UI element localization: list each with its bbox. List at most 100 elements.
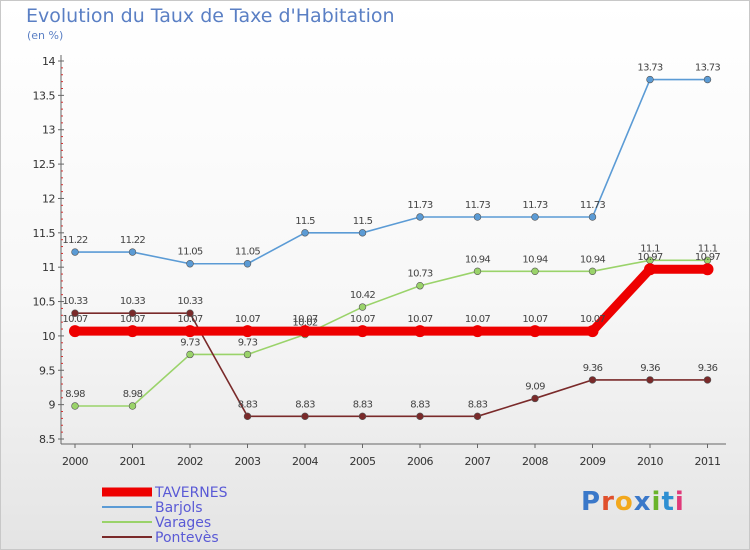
data-point-tavernes [184,325,196,338]
y-tick-label: 11.5 [33,227,56,240]
data-label-varages: 11.1 [640,243,660,254]
data-label-barjols: 11.73 [465,200,490,211]
data-point-pontev-s [703,376,712,384]
data-point-barjols [186,260,194,268]
data-label-pontev-s: 8.83 [410,399,430,410]
data-label-pontev-s: 9.09 [525,381,545,392]
data-label-varages: 9.73 [238,337,258,348]
data-label-pontev-s: 10.33 [120,296,145,307]
legend-label-tavernes: TAVERNES [154,485,228,501]
data-label-varages: 8.98 [123,389,143,400]
data-label-varages: 10.42 [350,290,375,301]
y-tick-label: 12.5 [33,158,56,171]
data-point-barjols [646,75,654,84]
data-point-barjols [473,213,482,221]
data-label-barjols: 13.73 [695,63,720,74]
logo-letter: i [651,487,662,517]
y-tick-label: 11 [42,261,55,274]
y-tick-label: 14 [42,55,55,68]
x-tick-label: 2006 [407,455,433,468]
series-line-tavernes [70,264,712,336]
data-label-pontev-s: 10.33 [177,296,202,307]
series-layer [69,75,714,421]
data-point-pontev-s [358,412,367,421]
data-point-barjols [128,248,137,256]
data-label-barjols: 11.73 [580,200,605,211]
data-label-varages: 8.98 [65,389,85,400]
data-point-barjols [243,260,252,268]
data-point-barjols [358,229,367,237]
data-point-pontev-s [186,309,194,317]
chart-title: Evolution du Taux de Taxe d'Habitation [26,5,395,27]
data-point-tavernes [69,325,81,338]
logo-letter: x [633,487,652,517]
legend-label-barjols: Barjols [155,500,203,516]
axes: 8.5 9 9.5 10 10.5 11 11.5 12 12.5 13 13.5 14 2000 200… [33,55,726,468]
data-label-barjols: 13.73 [637,63,662,74]
data-point-barjols [531,213,539,221]
data-label-barjols: 11.5 [295,216,315,227]
chart-subtitle: (en %) [27,29,64,42]
x-tick-label: 2000 [62,455,88,468]
data-label-tavernes: 10.07 [177,314,202,325]
data-point-pontev-s [301,412,309,421]
y-tick-label: 9.5 [39,364,55,377]
data-label-barjols: 11.05 [177,247,202,258]
data-point-varages [71,402,79,410]
y-tick-label: 12 [42,192,55,205]
data-point-tavernes [471,325,484,338]
x-tick-label: 2005 [350,455,376,468]
data-label-barjols: 11.5 [353,216,373,227]
legend-label-pontev-s: Pontevès [155,530,219,546]
data-point-barjols [71,248,79,256]
y-tick-label: 8.5 [39,433,55,446]
data-label-tavernes: 10.07 [465,314,490,325]
data-point-pontev-s [473,412,482,421]
data-point-pontev-s [71,309,79,317]
x-tick-label: 2011 [695,455,721,468]
data-label-tavernes: 10.07 [235,314,260,325]
data-label-barjols: 11.73 [522,200,547,211]
data-label-varages: 10.73 [407,269,432,280]
data-label-tavernes: 10.07 [522,314,547,325]
series-line-pontev-s [74,312,709,418]
x-tick-label: 2004 [292,455,318,468]
data-label-tavernes: 10.07 [407,314,432,325]
data-label-tavernes: 10.07 [62,314,87,325]
data-label-tavernes: 10.07 [350,314,375,325]
data-label-tavernes: 10.07 [292,314,317,325]
proxiti-logo: Proxiti [581,487,685,517]
data-label-tavernes: 10.07 [120,314,145,325]
data-point-tavernes [701,263,714,276]
data-point-barjols [703,75,712,84]
data-label-pontev-s: 9.36 [640,363,660,374]
data-point-tavernes [241,325,254,338]
data-label-pontev-s: 10.33 [62,296,87,307]
data-label-barjols: 11.22 [120,235,145,246]
data-point-varages [358,303,367,311]
data-point-tavernes [529,325,541,338]
data-point-pontev-s [531,394,539,403]
y-tick-label: 13 [42,124,55,137]
data-point-pontev-s [416,412,424,421]
data-label-barjols: 11.05 [235,247,260,258]
data-point-barjols [416,213,424,221]
x-tick-label: 2007 [465,455,491,468]
data-label-pontev-s: 9.36 [583,363,603,374]
data-label-barjols: 11.22 [62,235,87,246]
data-point-tavernes [356,325,369,338]
data-label-pontev-s: 8.83 [295,399,315,410]
data-point-pontev-s [588,376,597,384]
legend-label-varages: Varages [155,515,211,531]
y-tick-label: 10.5 [33,296,56,309]
series-line-barjols [74,78,709,265]
data-label-barjols: 11.73 [407,200,432,211]
data-point-pontev-s [128,309,137,317]
data-label-varages: 10.94 [580,254,605,265]
logo-letter: t [661,487,675,517]
data-point-varages [473,267,482,276]
data-point-barjols [588,213,597,221]
data-label-pontev-s: 9.36 [698,363,718,374]
data-label-tavernes: 10.97 [637,252,662,263]
